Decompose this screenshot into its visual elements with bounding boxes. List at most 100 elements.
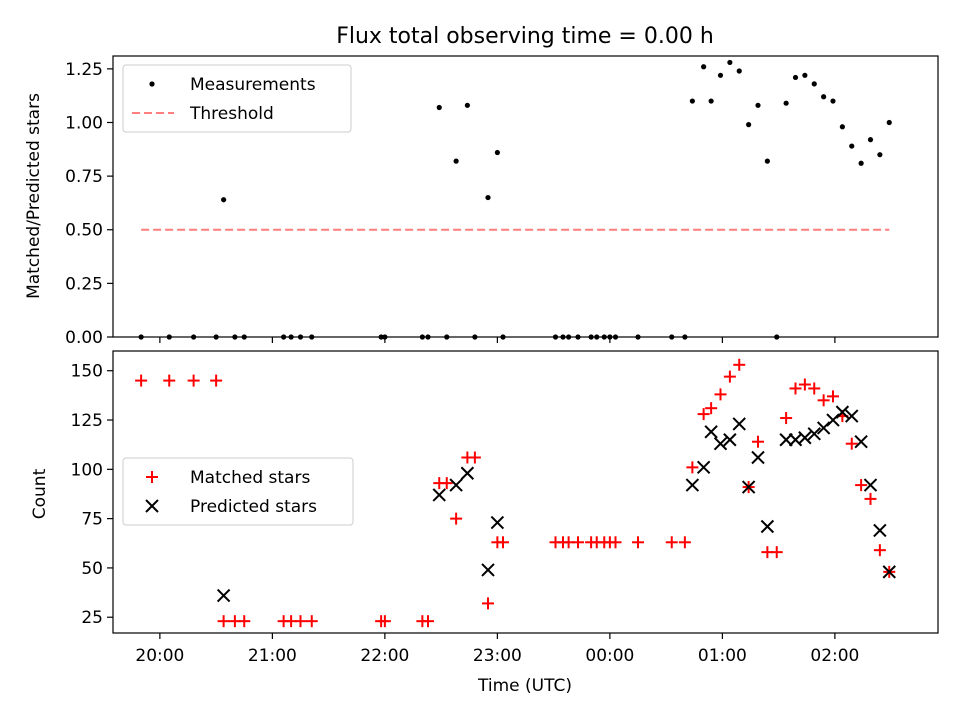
predicted-stars-point <box>854 435 868 449</box>
x-tick-label: 20:00 <box>135 646 184 666</box>
matched-stars-point <box>864 492 877 505</box>
matched-stars-point <box>855 479 868 492</box>
matched-stars-point <box>609 536 622 549</box>
predicted-stars-point <box>723 433 737 447</box>
measurements-point <box>436 104 442 111</box>
predicted-stars-point <box>460 466 475 480</box>
measurements-point <box>858 160 864 166</box>
measurements-point <box>736 68 742 74</box>
predicted-stars-point <box>490 515 505 530</box>
matched-stars-point <box>468 451 481 464</box>
matched-stars-point <box>572 536 584 549</box>
matched-stars-point <box>238 615 251 628</box>
matched-stars-point <box>697 408 710 421</box>
matched-stars-point <box>163 374 176 387</box>
predicted-stars-point <box>798 431 812 445</box>
matched-stars-point <box>450 512 463 525</box>
x-tick-label: 02:00 <box>810 646 859 666</box>
legend-predicted-label: Predicted stars <box>190 497 317 517</box>
bottom-axis-ticks: 25 50 75 100 125 150 20:00 21:00 22:00 23:00 00:00… <box>71 362 860 666</box>
predicted-stars-point <box>845 409 859 423</box>
predicted-stars-point <box>685 478 700 492</box>
bottom-plot-area <box>135 358 896 628</box>
predicted-stars-point <box>873 523 887 538</box>
bottom-axes-frame <box>112 350 939 634</box>
measurements-point <box>783 100 789 106</box>
top-y-tick-label: 0.75 <box>65 167 103 187</box>
matched-stars-point <box>808 382 821 395</box>
predicted-stars-point <box>751 450 765 465</box>
measurements-point <box>802 72 808 78</box>
predicted-stars-point <box>696 460 711 475</box>
predicted-stars-point <box>449 478 463 492</box>
top-y-tick-label: 1.25 <box>65 60 103 80</box>
matched-stars-point <box>733 358 746 371</box>
matched-stars-point <box>632 536 644 549</box>
measurements-point <box>886 119 892 126</box>
predicted-stars-point <box>732 417 746 431</box>
legend-measurements-label: Measurements <box>190 75 316 95</box>
predicted-stars-point <box>713 436 728 451</box>
measurements-point <box>727 59 733 66</box>
predicted-stars-point <box>432 488 446 502</box>
bottom-y-tick-label: 25 <box>81 608 103 628</box>
measurements-point <box>849 143 855 149</box>
predicted-stars-point <box>835 405 850 419</box>
measurements-point <box>839 124 845 130</box>
matched-stars-point <box>780 412 793 425</box>
predicted-stars-point <box>826 413 840 427</box>
matched-stars-point <box>440 477 453 490</box>
matched-stars-point <box>378 615 391 628</box>
measurements-point <box>764 158 770 164</box>
bottom-y-axis-label: Count <box>30 468 50 519</box>
matched-stars-point <box>482 597 494 610</box>
matched-stars-point <box>135 374 148 387</box>
top-chart-title: Flux total observing time = 0.00 h <box>336 24 714 49</box>
measurements-point <box>453 158 459 164</box>
bottom-y-tick-label: 100 <box>71 460 103 480</box>
legend-threshold-label: Threshold <box>189 104 274 124</box>
measurements-point <box>755 102 761 108</box>
matched-stars-point <box>665 536 678 549</box>
measurements-point <box>821 94 827 100</box>
measurements-point <box>867 137 874 143</box>
top-y-axis-label: Matched/Predicted stars <box>24 93 44 299</box>
measurements-point <box>464 102 470 108</box>
bottom-y-tick-label: 125 <box>71 411 103 431</box>
matched-stars-point <box>678 536 691 549</box>
measurements-point <box>485 194 491 201</box>
matched-stars-point <box>789 382 802 395</box>
bottom-y-tick-label: 150 <box>71 362 103 382</box>
legend-matched-label: Matched stars <box>190 468 310 488</box>
matched-stars-point <box>845 437 858 450</box>
x-tick-label: 01:00 <box>698 646 747 666</box>
predicted-stars-point <box>216 588 231 603</box>
top-axes-frame <box>112 55 939 338</box>
matched-stars-point <box>422 615 434 628</box>
predicted-stars-point <box>882 565 896 579</box>
matched-stars-point <box>827 390 839 403</box>
matched-stars-point <box>798 378 811 391</box>
x-tick-label: 21:00 <box>248 646 297 666</box>
bottom-y-tick-label: 50 <box>81 559 103 579</box>
x-tick-label: 00:00 <box>585 646 634 666</box>
measurements-point <box>830 98 836 104</box>
predicted-stars-point <box>760 519 775 534</box>
bottom-legend: Matched stars Predicted stars <box>122 457 354 526</box>
predicted-stars-point <box>807 427 821 441</box>
measurements-point <box>877 152 883 158</box>
matched-stars-point <box>705 402 718 415</box>
matched-stars-point <box>305 615 318 628</box>
matched-stars-point <box>817 394 830 407</box>
matched-stars-point <box>686 461 699 474</box>
matched-stars-point <box>770 546 783 559</box>
legend-matched-marker <box>146 471 158 483</box>
measurements-point <box>746 122 752 128</box>
measurements-point <box>494 149 500 156</box>
measurements-point <box>221 197 227 203</box>
x-tick-label: 23:00 <box>473 646 522 666</box>
legend-predicted-marker <box>145 499 159 513</box>
measurements-point <box>811 81 817 87</box>
top-y-tick-label: 0.50 <box>65 221 103 241</box>
